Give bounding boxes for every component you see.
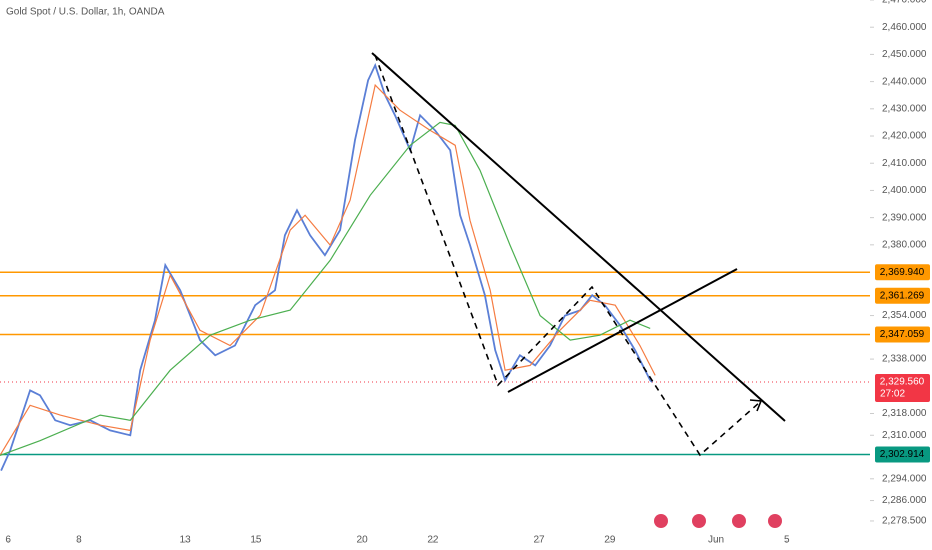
- x-tick-label: 15: [250, 535, 262, 546]
- y-tick-label: 2,294.000: [882, 473, 927, 484]
- projection-path: [374, 54, 761, 457]
- series-line: [0, 83, 656, 456]
- series-line: [0, 62, 653, 471]
- y-tick-label: 2,354.000: [882, 310, 927, 321]
- level-tag: [875, 264, 930, 281]
- level-tag: [875, 446, 930, 463]
- x-tick-label: 13: [180, 535, 192, 546]
- trend-line: [507, 268, 738, 393]
- level-label: 2,361.269: [880, 290, 925, 301]
- y-tick-label: 2,430.000: [882, 103, 927, 114]
- y-tick-label: 2,338.000: [882, 354, 927, 365]
- event-icon: [768, 514, 782, 528]
- x-tick-label: 20: [357, 535, 369, 546]
- x-tick-label: 8: [76, 535, 82, 546]
- series-line: [0, 121, 651, 456]
- y-tick-label: 2,278.500: [882, 516, 927, 527]
- arrow-head: [749, 399, 763, 412]
- chart-title: Gold Spot / U.S. Dollar, 1h, OANDA: [6, 7, 165, 18]
- last-price-tag: [875, 374, 930, 403]
- x-tick-label: 6: [5, 535, 11, 546]
- last-price-label: 2,329.560: [880, 377, 925, 388]
- event-icons: [654, 514, 782, 528]
- y-tick-label: 2,310.000: [882, 430, 927, 441]
- y-tick-label: 2,380.000: [882, 239, 927, 250]
- y-tick-label: 2,390.000: [882, 212, 927, 223]
- y-tick-label: 2,450.000: [882, 49, 927, 60]
- x-tick-label: 5: [784, 535, 790, 546]
- level-label: 2,302.914: [880, 449, 925, 460]
- level-tag: [875, 287, 930, 304]
- x-tick-label: Jun: [708, 535, 724, 546]
- event-icon: [654, 514, 668, 528]
- y-tick-label: 2,440.000: [882, 76, 927, 87]
- y-tick-label: 2,460.000: [882, 22, 927, 33]
- level-label: 2,347.059: [880, 329, 925, 340]
- drawings: [371, 52, 786, 457]
- event-icon: [732, 514, 746, 528]
- event-icon: [692, 514, 706, 528]
- y-tick-label: 2,400.000: [882, 185, 927, 196]
- plot-area: [0, 62, 870, 471]
- level-tag: [875, 326, 930, 343]
- trend-line: [371, 52, 786, 422]
- x-tick-label: 29: [604, 535, 616, 546]
- y-tick-label: 2,470.000: [882, 0, 927, 6]
- y-tick-label: 2,410.000: [882, 158, 927, 169]
- y-tick-label: 2,420.000: [882, 131, 927, 142]
- x-tick-label: 27: [533, 535, 545, 546]
- y-tick-label: 2,286.000: [882, 495, 927, 506]
- countdown-label: 27:02: [880, 389, 905, 400]
- y-tick-label: 2,318.000: [882, 408, 927, 419]
- x-tick-label: 22: [427, 535, 439, 546]
- level-label: 2,369.940: [880, 267, 925, 278]
- price-axis: 2,470.000 2,460.000 2,450.000 2,440.000 2,43…: [5, 0, 930, 546]
